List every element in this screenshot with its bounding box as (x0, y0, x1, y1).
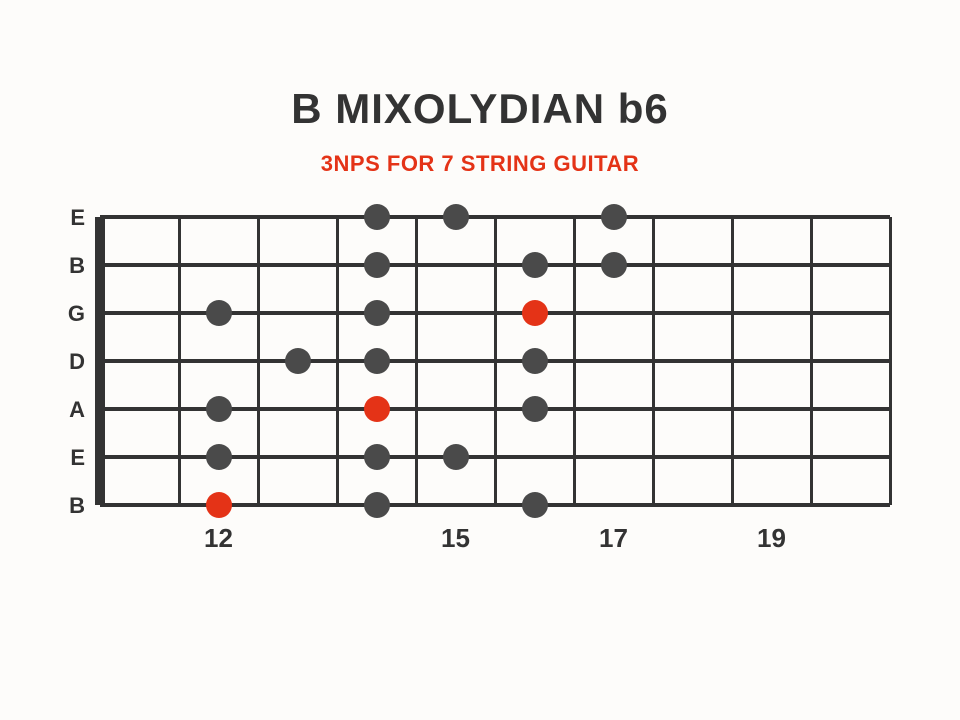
note (206, 396, 232, 422)
note (364, 300, 390, 326)
note (206, 444, 232, 470)
chart-subtitle: 3NPS FOR 7 STRING GUITAR (60, 151, 900, 177)
fret-line (336, 217, 339, 505)
note (364, 204, 390, 230)
note (364, 252, 390, 278)
fret-line (810, 217, 813, 505)
chart-title: B MIXOLYDIAN b6 (60, 85, 900, 133)
fret-label: 19 (757, 523, 786, 554)
note (443, 444, 469, 470)
fret-line (494, 217, 497, 505)
note (364, 348, 390, 374)
note (601, 204, 627, 230)
fret-label: 15 (441, 523, 470, 554)
fret-line (415, 217, 418, 505)
note (364, 444, 390, 470)
note (443, 204, 469, 230)
string-label: G (55, 301, 85, 327)
fret-labels: 12 15 17 19 (100, 523, 900, 563)
string-label: E (55, 205, 85, 231)
note-root (522, 300, 548, 326)
string-label: E (55, 445, 85, 471)
fret-line (257, 217, 260, 505)
fret-line (178, 217, 181, 505)
fret-label: 17 (599, 523, 628, 554)
fret-line (95, 217, 105, 505)
note-root (364, 396, 390, 422)
fret-line (731, 217, 734, 505)
string-label: D (55, 349, 85, 375)
string-label: B (55, 253, 85, 279)
note (364, 492, 390, 518)
fret-line (889, 217, 892, 505)
note (601, 252, 627, 278)
note (522, 492, 548, 518)
note (522, 252, 548, 278)
fret-label: 12 (204, 523, 233, 554)
fretboard: EBGDAEB 12151719 (60, 217, 900, 563)
fret-line (573, 217, 576, 505)
string-label: A (55, 397, 85, 423)
note (285, 348, 311, 374)
note (522, 396, 548, 422)
string-label: B (55, 493, 85, 519)
note (206, 300, 232, 326)
fret-line (652, 217, 655, 505)
note (522, 348, 548, 374)
note-root (206, 492, 232, 518)
fretboard-grid (100, 217, 890, 505)
